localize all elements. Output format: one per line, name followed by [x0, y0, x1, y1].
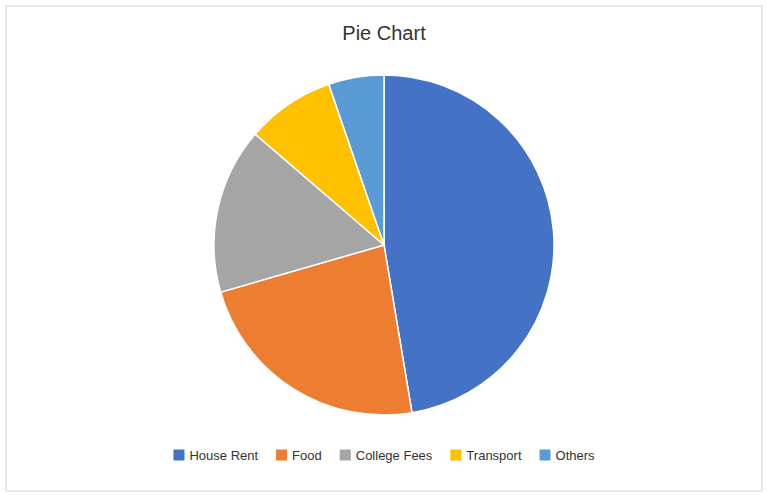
- pie: [214, 75, 554, 415]
- legend-item: Others: [540, 448, 596, 463]
- legend-label: Others: [556, 448, 596, 463]
- pie-slice: [329, 75, 384, 245]
- title: Pie Chart: [342, 22, 426, 44]
- legend-swatch: [340, 450, 351, 461]
- legend-item: House Rent: [173, 448, 258, 463]
- legend-label: Food: [292, 448, 322, 463]
- legend: House Rent Food College Fees Transport Other…: [173, 448, 595, 463]
- pie-slice: [384, 75, 554, 413]
- legend-swatch: [173, 450, 184, 461]
- legend-label: Transport: [466, 448, 522, 463]
- legend-item: Transport: [450, 448, 522, 463]
- legend-label: College Fees: [356, 448, 433, 463]
- legend-item: Food: [276, 448, 322, 463]
- background: [0, 0, 768, 497]
- legend-label: House Rent: [189, 448, 258, 463]
- chart-svg: Pie Chart House Rent Food College Fees Trans…: [0, 0, 768, 497]
- legend-swatch: [276, 450, 287, 461]
- legend-swatch: [540, 450, 551, 461]
- legend-swatch: [450, 450, 461, 461]
- frame: [6, 6, 762, 491]
- legend-item: College Fees: [340, 448, 433, 463]
- chart-container: Pie Chart House Rent Food College Fees Trans…: [0, 0, 768, 497]
